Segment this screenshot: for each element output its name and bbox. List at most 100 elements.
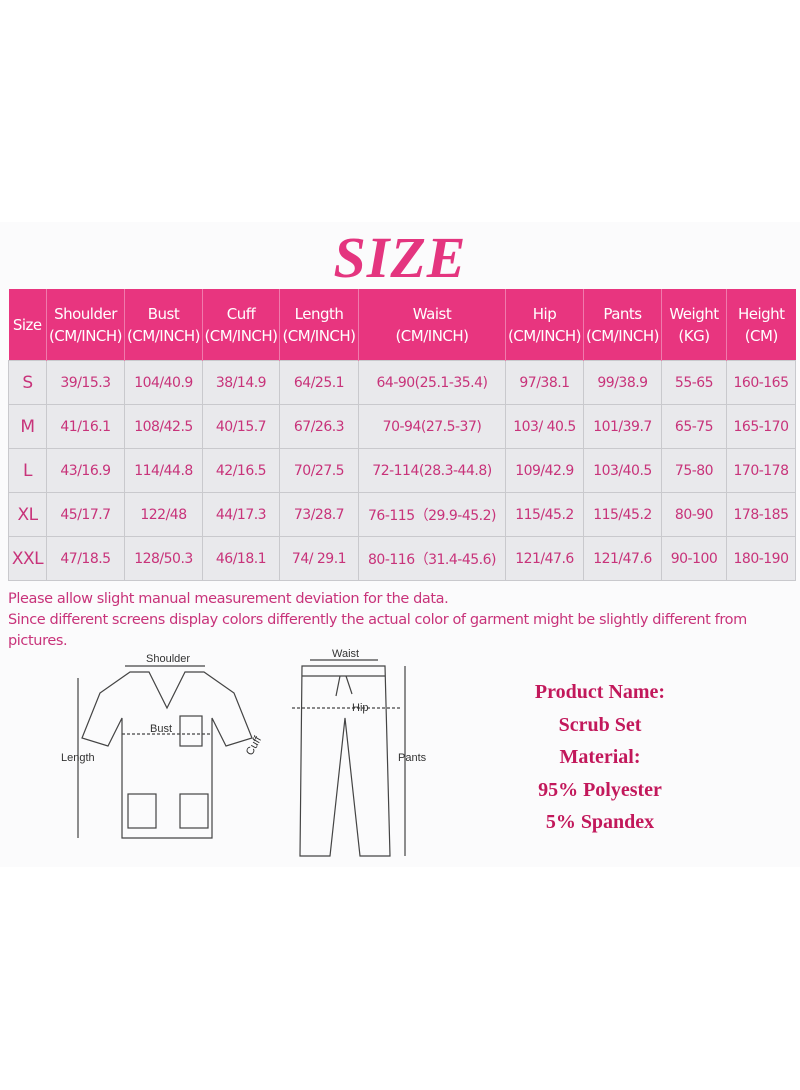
table-cell: 114/44.8 [124, 448, 203, 493]
header-unit: (KG) [678, 326, 710, 345]
table-cell: 45/17.7 [46, 492, 125, 537]
label-pants: Pants [398, 752, 427, 764]
header-unit: (CM/INCH) [585, 326, 660, 345]
size-cell: XL [8, 492, 47, 537]
label-hip: Hip [352, 702, 369, 714]
table-cell: 46/18.1 [202, 536, 280, 581]
header-unit: (CM/INCH) [395, 326, 469, 345]
size-cell: M [8, 404, 47, 449]
column-header-cuff: Cuff (CM/INCH) [202, 289, 280, 361]
table-cell: 65-75 [661, 404, 727, 449]
header-name: Hip [532, 304, 557, 323]
material-label: Material: [559, 746, 641, 768]
column-header-waist: Waist (CM/INCH) [358, 289, 506, 361]
column-header-hip: Hip (CM/INCH) [505, 289, 584, 361]
table-cell: 42/16.5 [202, 448, 280, 493]
note-colors: Since different screens display colors d… [8, 612, 747, 649]
header-name: Size [12, 315, 42, 334]
product-name-label: Product Name: [534, 681, 666, 703]
column-header-height: Height (CM) [726, 289, 796, 361]
table-cell: 128/50.3 [124, 536, 203, 581]
table-cell: 38/14.9 [202, 360, 280, 405]
scrub-top-illustration [77, 659, 406, 857]
table-cell: 108/42.5 [124, 404, 203, 449]
table-cell: 75-80 [661, 448, 727, 493]
header-unit: (CM/INCH) [507, 326, 582, 345]
material-polyester: 95% Polyester [538, 778, 662, 801]
table-cell: 122/48 [124, 492, 203, 537]
header-name: Cuff [226, 304, 256, 323]
table-cell: 97/38.1 [505, 360, 584, 405]
product-info: Product Name: Scrub Set Material: 95% Po… [490, 676, 710, 839]
table-row: S 39/15.3 104/40.9 38/14.9 64/25.1 64-90(25.1… [8, 360, 796, 405]
label-bust: Bust [150, 723, 173, 735]
note-deviation: Please allow slight manual measurement d… [8, 591, 449, 607]
size-table: Size Shoulder (CM/INCH) Bust (CM/INCH) Cuff (C… [8, 289, 796, 581]
header-name: Shoulder [54, 304, 117, 323]
size-title: SIZE [333, 225, 467, 290]
table-cell: 165-170 [726, 404, 796, 449]
table-cell: 103/40.5 [583, 448, 662, 493]
table-row: L 43/16.9 114/44.8 42/16.5 70/27.5 72-114(28.… [8, 448, 796, 493]
header-unit: (CM/INCH) [204, 326, 278, 345]
header-name: Length [294, 304, 344, 323]
table-cell: 39/15.3 [46, 360, 125, 405]
table-row: XL 45/17.7 122/48 44/17.3 73/28.7 76-115（29.9… [8, 492, 796, 537]
table-cell: 73/28.7 [279, 492, 359, 537]
table-row: XXL 47/18.5 128/50.3 46/18.1 74/ 29.1 80-116（… [8, 536, 796, 581]
table-cell: 74/ 29.1 [279, 536, 359, 581]
table-cell: 72-114(28.3-44.8) [358, 448, 506, 493]
table-cell: 55-65 [661, 360, 727, 405]
header-unit: (CM) [744, 326, 779, 345]
table-cell: 64/25.1 [279, 360, 359, 405]
table-cell: 70/27.5 [279, 448, 359, 493]
header-name: Bust [147, 304, 180, 323]
material-spandex: 5% Spandex [545, 811, 655, 833]
label-waist: Waist [332, 648, 360, 660]
table-cell: 104/40.9 [124, 360, 203, 405]
table-cell: 99/38.9 [583, 360, 662, 405]
table-header-row: Size Shoulder (CM/INCH) Bust (CM/INCH) Cuff (C… [8, 289, 796, 361]
column-header-shoulder: Shoulder (CM/INCH) [46, 289, 125, 361]
table-cell: 43/16.9 [46, 448, 125, 493]
table-cell: 80-90 [661, 492, 727, 537]
garment-diagram: Shoulder Bust Length Cuff Waist Hip Pant… [60, 648, 460, 868]
table-cell: 70-94(27.5-37) [358, 404, 506, 449]
header-unit: (CM/INCH) [282, 326, 356, 345]
table-cell: 90-100 [661, 536, 727, 581]
label-shoulder: Shoulder [146, 653, 191, 665]
size-cell: XXL [8, 536, 47, 581]
column-header-pants: Pants (CM/INCH) [583, 289, 662, 361]
header-name: Waist [412, 304, 452, 323]
table-cell: 41/16.1 [46, 404, 125, 449]
table-cell: 121/47.6 [505, 536, 584, 581]
column-header-weight: Weight (KG) [661, 289, 727, 361]
header-unit: (CM/INCH) [48, 326, 123, 345]
table-cell: 76-115（29.9-45.2) [358, 492, 506, 537]
table-cell: 40/15.7 [202, 404, 280, 449]
column-header-length: Length (CM/INCH) [279, 289, 359, 361]
column-header-size: Size [8, 289, 47, 361]
table-cell: 170-178 [726, 448, 796, 493]
table-cell: 67/26.3 [279, 404, 359, 449]
table-cell: 44/17.3 [202, 492, 280, 537]
header-unit: (CM/INCH) [126, 326, 201, 345]
table-cell: 103/ 40.5 [505, 404, 584, 449]
size-cell: L [8, 448, 47, 493]
table-cell: 121/47.6 [583, 536, 662, 581]
table-cell: 64-90(25.1-35.4) [358, 360, 506, 405]
header-name: Height [737, 304, 785, 323]
header-name: Pants [603, 304, 642, 323]
column-header-bust: Bust (CM/INCH) [124, 289, 203, 361]
table-cell: 160-165 [726, 360, 796, 405]
table-cell: 178-185 [726, 492, 796, 537]
table-cell: 101/39.7 [583, 404, 662, 449]
table-cell: 80-116（31.4-45.6) [358, 536, 506, 581]
table-row: M 41/16.1 108/42.5 40/15.7 67/26.3 70-94(27.5… [8, 404, 796, 449]
table-cell: 180-190 [726, 536, 796, 581]
table-cell: 47/18.5 [46, 536, 125, 581]
product-name: Scrub Set [558, 713, 642, 736]
table-cell: 109/42.9 [505, 448, 584, 493]
table-cell: 115/45.2 [505, 492, 584, 537]
table-cell: 115/45.2 [583, 492, 662, 537]
